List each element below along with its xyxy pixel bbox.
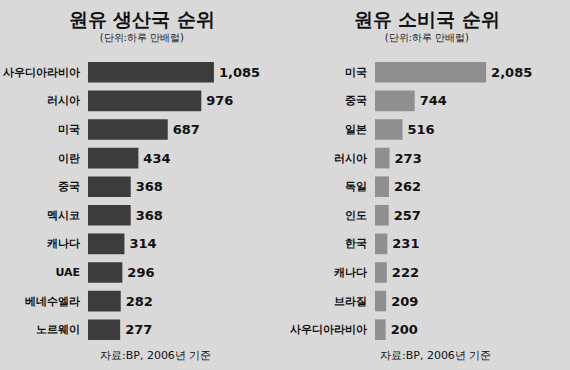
svg-text:434: 434 xyxy=(143,151,170,166)
svg-text:222: 222 xyxy=(392,265,419,280)
svg-text:516: 516 xyxy=(407,122,434,137)
svg-text:미국: 미국 xyxy=(58,123,80,136)
svg-text:976: 976 xyxy=(206,93,233,108)
svg-text:687: 687 xyxy=(173,122,200,137)
svg-text:사우디아라비아: 사우디아라비아 xyxy=(290,323,367,336)
svg-text:257: 257 xyxy=(394,208,421,223)
svg-text:368: 368 xyxy=(136,208,163,223)
svg-text:러시아: 러시아 xyxy=(334,152,367,165)
svg-text:일본: 일본 xyxy=(345,123,367,136)
svg-text:262: 262 xyxy=(394,179,421,194)
svg-text:UAE: UAE xyxy=(55,266,80,279)
svg-text:282: 282 xyxy=(126,294,153,309)
svg-text:멕시코: 멕시코 xyxy=(47,209,80,222)
svg-text:캐나다: 캐나다 xyxy=(46,237,80,250)
svg-text:273: 273 xyxy=(395,151,422,166)
svg-text:(단위:하루 만배럴): (단위:하루 만배럴) xyxy=(100,32,184,43)
svg-text:자료:BP, 2006년 기준: 자료:BP, 2006년 기준 xyxy=(380,349,491,362)
svg-text:744: 744 xyxy=(420,93,447,108)
svg-text:브라질: 브라질 xyxy=(334,295,367,308)
svg-text:중국: 중국 xyxy=(58,180,80,193)
svg-text:캐나다: 캐나다 xyxy=(333,266,367,279)
svg-text:277: 277 xyxy=(125,322,152,337)
svg-text:(단위:하루 만배럴): (단위:하루 만배럴) xyxy=(385,32,469,43)
svg-text:베네수엘라: 베네수엘라 xyxy=(25,295,80,308)
svg-text:원유 소비국 순위: 원유 소비국 순위 xyxy=(354,8,500,30)
svg-text:296: 296 xyxy=(127,265,154,280)
svg-text:2,085: 2,085 xyxy=(491,65,532,80)
svg-text:노르웨이: 노르웨이 xyxy=(36,323,80,336)
svg-text:독일: 독일 xyxy=(345,180,367,193)
svg-text:원유 생산국 순위: 원유 생산국 순위 xyxy=(69,8,215,30)
svg-text:자료:BP, 2006년 기준: 자료:BP, 2006년 기준 xyxy=(100,349,211,362)
svg-text:231: 231 xyxy=(392,236,419,251)
svg-text:368: 368 xyxy=(136,179,163,194)
svg-text:러시아: 러시아 xyxy=(47,94,80,107)
svg-text:200: 200 xyxy=(391,322,418,337)
svg-text:209: 209 xyxy=(391,294,418,309)
svg-text:1,085: 1,085 xyxy=(219,65,260,80)
svg-text:인도: 인도 xyxy=(345,209,367,222)
svg-text:미국: 미국 xyxy=(345,66,367,79)
svg-text:한국: 한국 xyxy=(345,237,367,250)
svg-text:사우디아라비아: 사우디아라비아 xyxy=(3,66,80,79)
svg-text:중국: 중국 xyxy=(345,94,367,107)
svg-text:이란: 이란 xyxy=(58,152,80,165)
svg-text:314: 314 xyxy=(129,236,156,251)
